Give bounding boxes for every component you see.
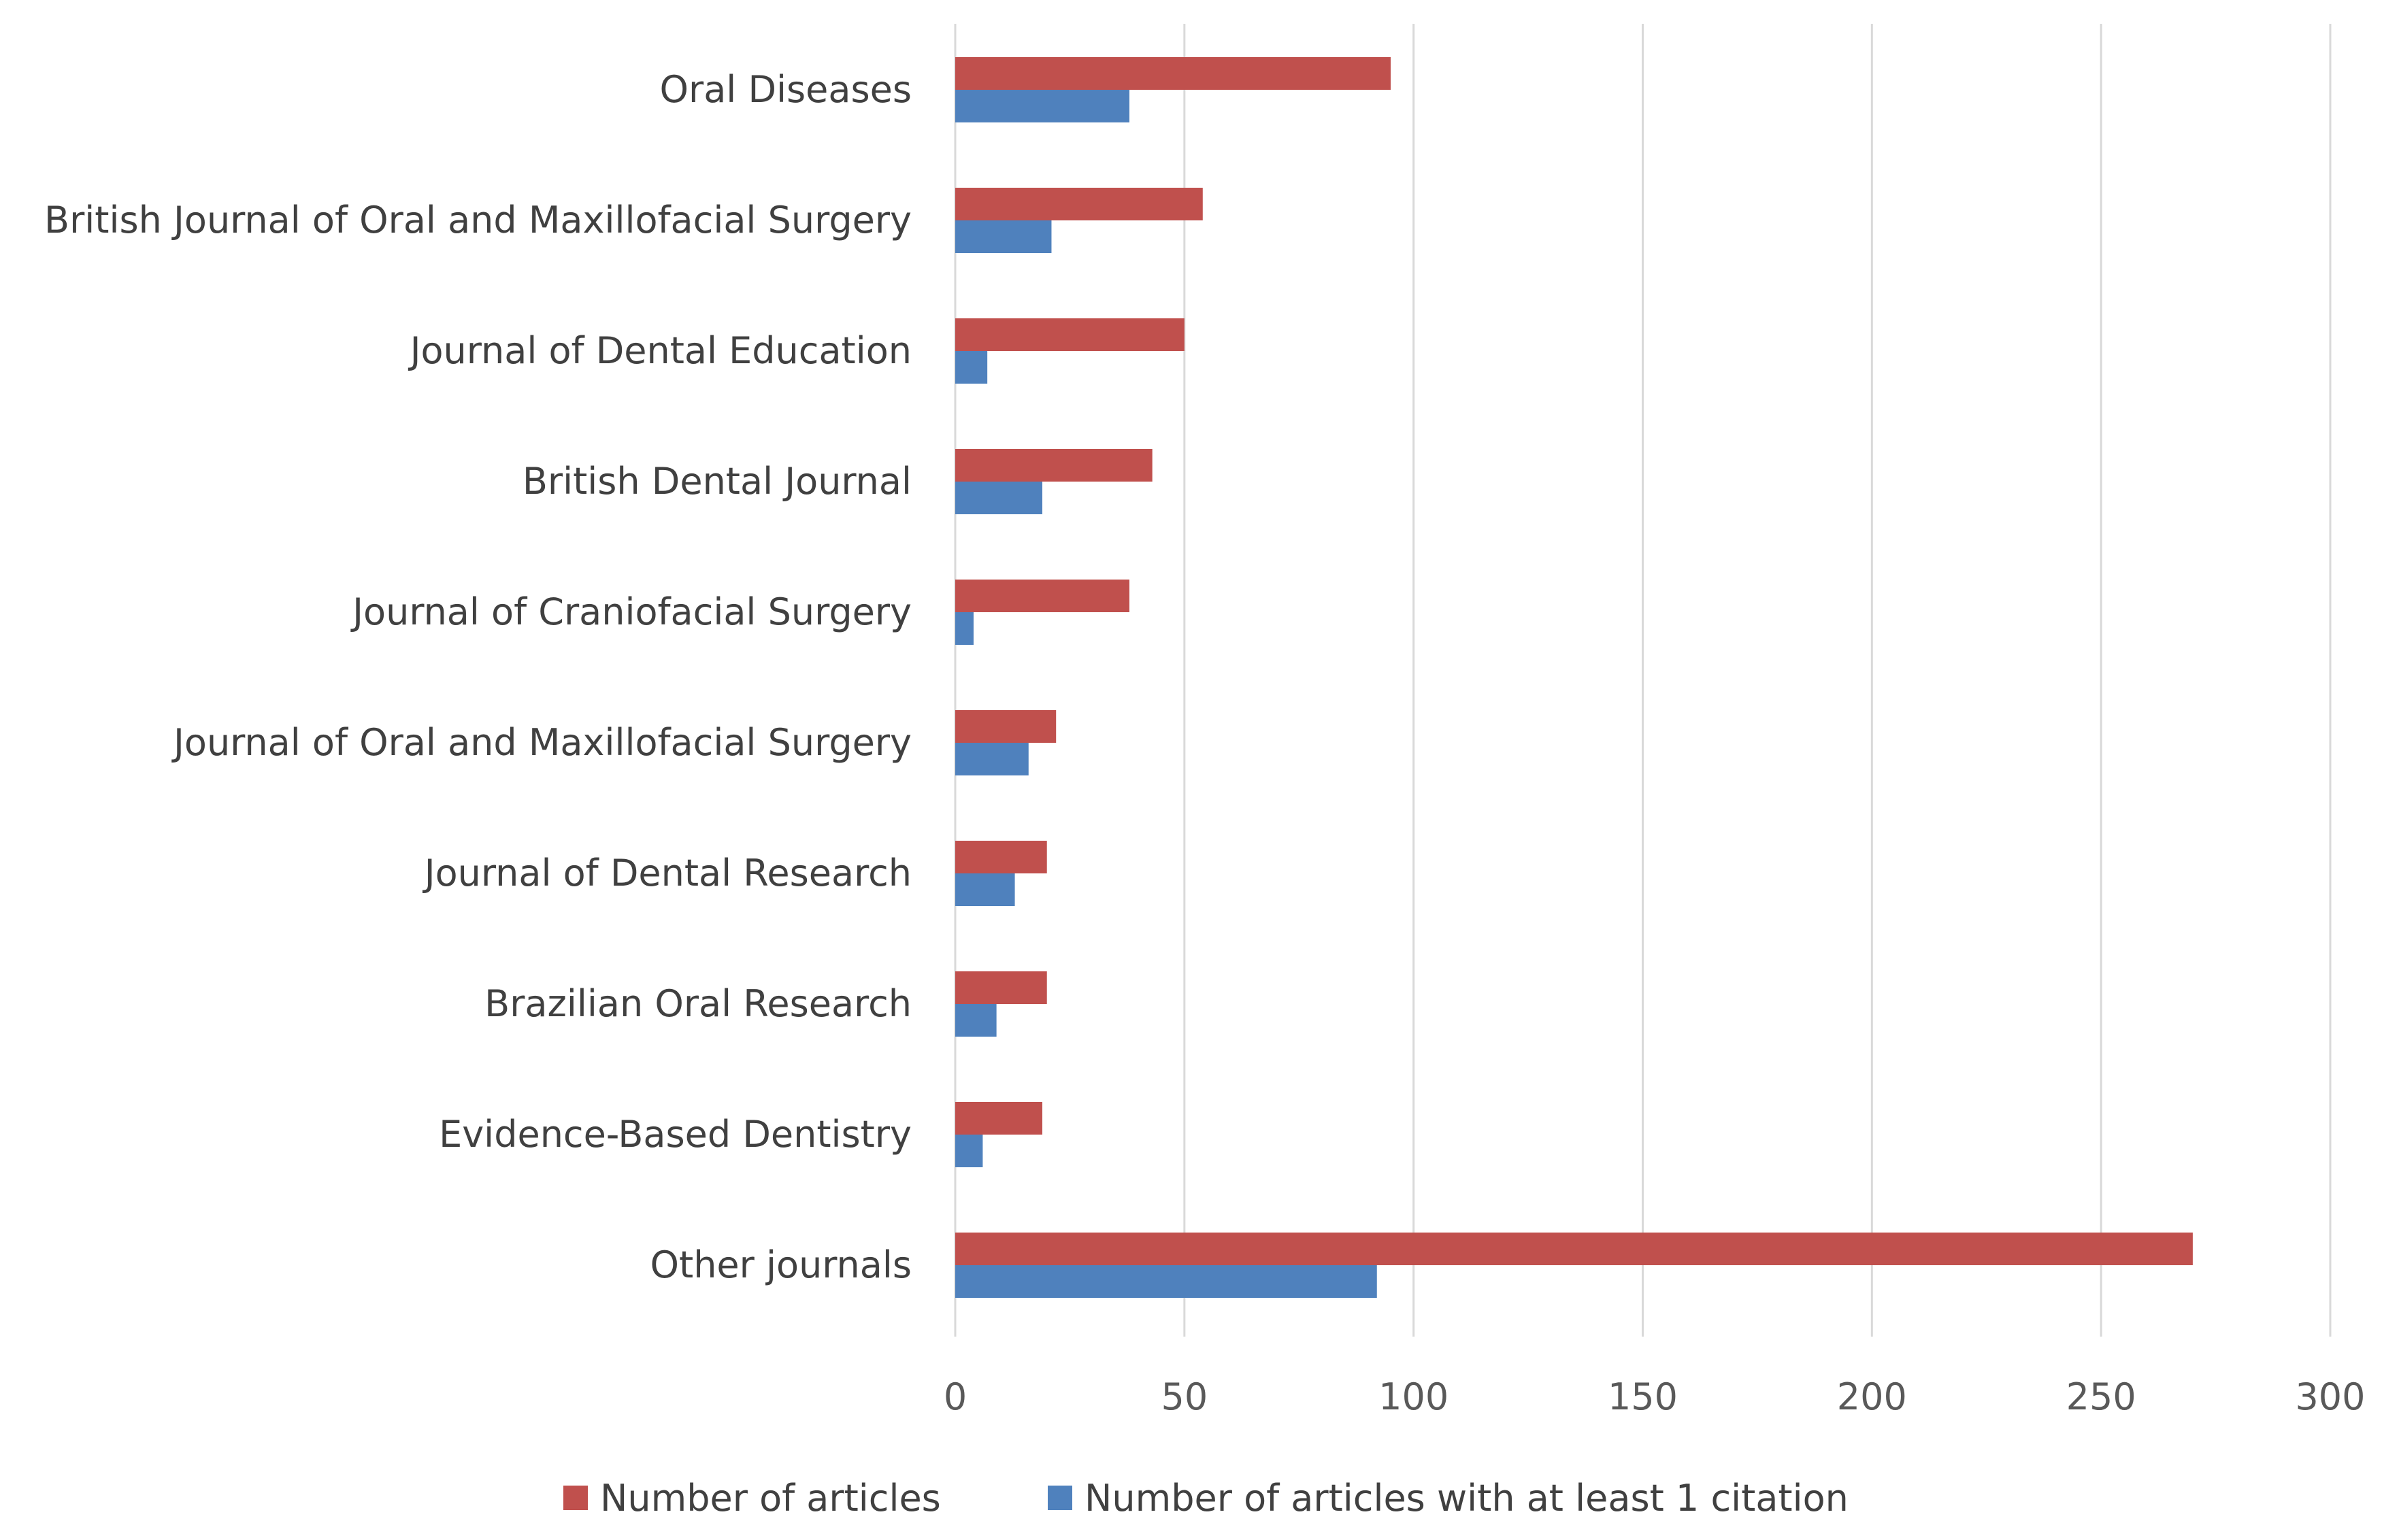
bar-articles-4 [955, 580, 1129, 612]
bar-cited-9 [955, 1265, 1377, 1298]
bar-cited-3 [955, 482, 1042, 514]
bar-articles-0 [955, 57, 1391, 90]
category-label-9: Other journals [650, 1243, 912, 1286]
legend: Number of articles Number of articles wit… [563, 1477, 1849, 1520]
bar-articles-2 [955, 318, 1185, 351]
bar-cited-8 [955, 1135, 983, 1167]
category-label-1: British Journal of Oral and Maxillofacia… [44, 199, 912, 241]
bar-cited-2 [955, 351, 988, 384]
legend-swatch-0 [563, 1486, 588, 1510]
gridlines [954, 24, 2332, 1337]
bar-articles-6 [955, 841, 1047, 873]
bar-articles-1 [955, 188, 1203, 220]
x-axis-tick-labels: 0 50 100 150 200 250 300 [944, 1375, 2366, 1418]
category-labels: Oral Diseases British Journal of Oral and… [44, 68, 912, 1286]
bar-cited-7 [955, 1004, 997, 1037]
x-tick-label-150: 150 [1608, 1375, 1678, 1418]
legend-swatch-1 [1048, 1486, 1072, 1510]
bar-articles-8 [955, 1102, 1042, 1135]
category-label-6: Journal of Dental Research [423, 852, 912, 894]
bar-cited-4 [955, 612, 974, 645]
bar-cited-6 [955, 873, 1015, 906]
legend-label-1: Number of articles with at least 1 citat… [1085, 1477, 1849, 1520]
category-label-5: Journal of Oral and Maxillofacial Surger… [171, 721, 912, 764]
x-tick-label-300: 300 [2295, 1375, 2365, 1418]
category-label-8: Evidence-Based Dentistry [439, 1113, 912, 1156]
bar-cited-1 [955, 220, 1052, 253]
x-tick-label-250: 250 [2066, 1375, 2136, 1418]
bar-articles-3 [955, 449, 1153, 482]
bar-articles-9 [955, 1233, 2193, 1265]
bar-cited-5 [955, 743, 1029, 775]
x-tick-label-100: 100 [1378, 1375, 1448, 1418]
x-tick-label-0: 0 [944, 1375, 967, 1418]
category-label-3: British Dental Journal [523, 460, 912, 503]
x-tick-label-50: 50 [1161, 1375, 1208, 1418]
category-label-2: Journal of Dental Education [408, 329, 912, 372]
category-label-7: Brazilian Oral Research [484, 982, 912, 1025]
bar-articles-7 [955, 971, 1047, 1004]
x-tick-label-200: 200 [1837, 1375, 1907, 1418]
bars [955, 57, 2193, 1298]
bar-cited-0 [955, 90, 1129, 122]
category-label-0: Oral Diseases [660, 68, 912, 111]
legend-label-0: Number of articles [600, 1477, 941, 1520]
bar-articles-5 [955, 710, 1057, 743]
category-label-4: Journal of Craniofacial Surgery [350, 590, 912, 633]
